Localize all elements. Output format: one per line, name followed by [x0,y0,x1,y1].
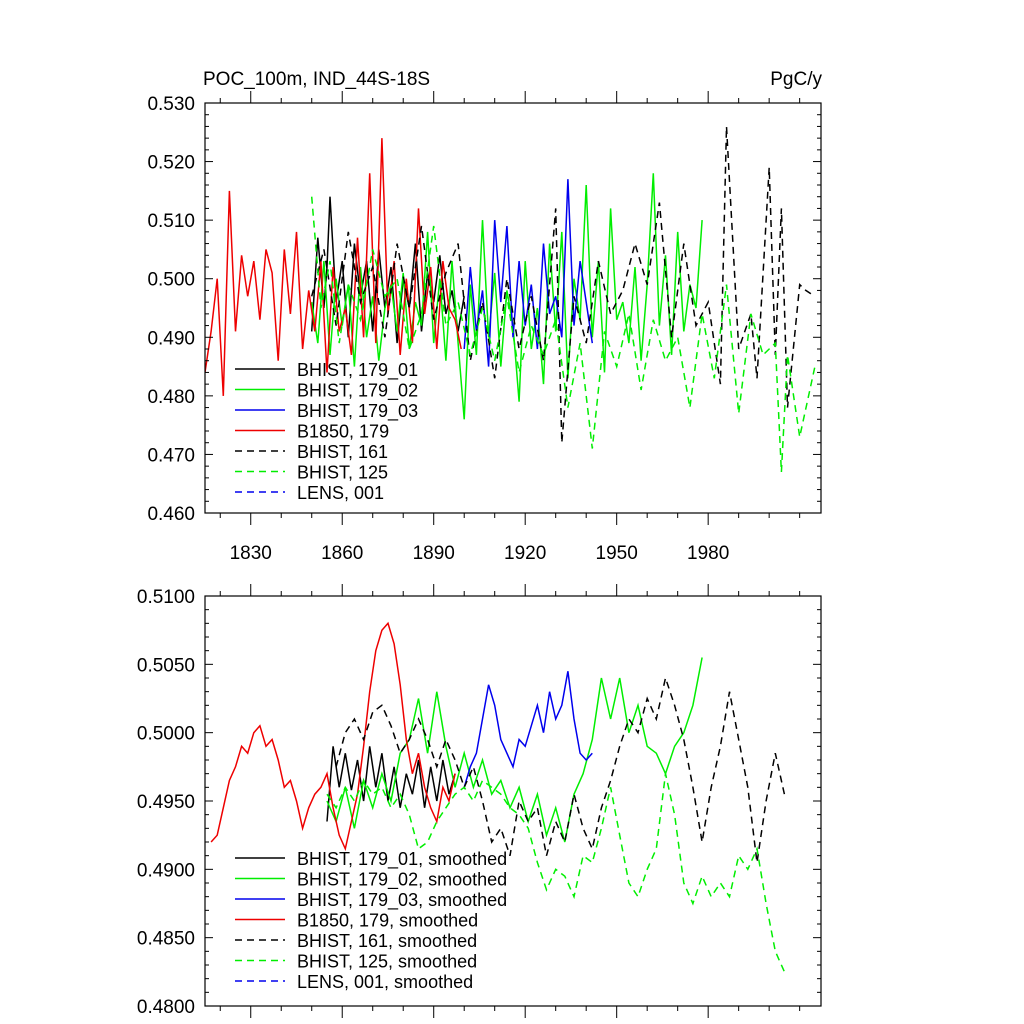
legend-label: BHIST, 125, smoothed [297,952,477,972]
x-tick-label: 1920 [504,543,546,564]
y-tick-label: 0.4900 [137,860,195,881]
bottom-plot-area [210,621,786,973]
series-line-bottom-1 [326,657,703,843]
legend-label: LENS, 001 [297,483,384,503]
legend-label: B1850, 179, smoothed [297,911,478,931]
y-tick-label: 0.5000 [137,724,195,745]
series-line-top-5 [310,196,816,473]
legend-label: BHIST, 179_02, smoothed [297,870,507,891]
y-tick-label: 0.4950 [137,792,195,813]
series-line-top-2 [463,179,594,367]
legend-label: LENS, 001, smoothed [297,972,473,992]
y-tick-label: 0.460 [147,504,195,525]
series-line-top-3 [205,138,462,396]
legend-label: BHIST, 179_02 [297,381,418,402]
series-line-top-4 [310,126,816,443]
series-line-bottom-2 [463,671,593,788]
series-line-bottom-4 [335,675,786,863]
y-tick-label: 0.510 [147,211,195,232]
y-tick-label: 0.520 [147,153,195,174]
legend-label: BHIST, 179_03, smoothed [297,890,507,911]
x-tick-label: 1980 [687,543,729,564]
y-tick-label: 0.470 [147,445,195,466]
top-plot-frame [204,102,822,514]
x-tick-label: 1830 [230,543,272,564]
bottom-axes: 0.4800 0.4850 0.4900 0.4950 0.5000 0.5050 0.51… [137,584,821,1018]
legend-label: BHIST, 125 [297,463,388,483]
series-line-bottom-0 [326,746,456,822]
series-line-bottom-5 [326,773,786,973]
y-tick-label: 0.530 [147,94,195,115]
legend-label: BHIST, 161, smoothed [297,931,477,951]
legend-label: BHIST, 179_01 [297,360,418,381]
legend-label: BHIST, 179_01, smoothed [297,849,507,870]
top-axes: 0.460 0.470 0.480 0.490 0.500 0.510 0.520 0.530… [147,91,821,564]
y-tick-label: 0.4800 [137,997,195,1018]
y-tick-label: 0.500 [147,270,195,291]
series-line-bottom-3 [210,621,456,852]
bottom-panel: 0.4800 0.4850 0.4900 0.4950 0.5000 0.5050 0.51… [137,584,822,1018]
legend-label: BHIST, 161 [297,442,388,462]
x-tick-label: 1890 [413,543,455,564]
top-chart-units: PgC/y [770,69,822,90]
top-panel: POC_100m, IND_44S-18S PgC/y 0.4600.4700.… [147,69,822,564]
y-tick-label: 0.5050 [137,655,195,676]
y-tick-label: 0.4850 [137,929,195,950]
series-line-top-1 [310,173,703,420]
y-tick-label: 0.5100 [137,587,195,608]
y-tick-label: 0.480 [147,387,195,408]
legend-label: B1850, 179 [297,422,389,442]
legend-label: BHIST, 179_03 [297,401,418,422]
x-tick-label: 1860 [321,543,363,564]
top-chart-title: POC_100m, IND_44S-18S [203,69,430,90]
y-tick-label: 0.490 [147,328,195,349]
top-plot-area [205,126,816,473]
x-tick-label: 1950 [596,543,638,564]
